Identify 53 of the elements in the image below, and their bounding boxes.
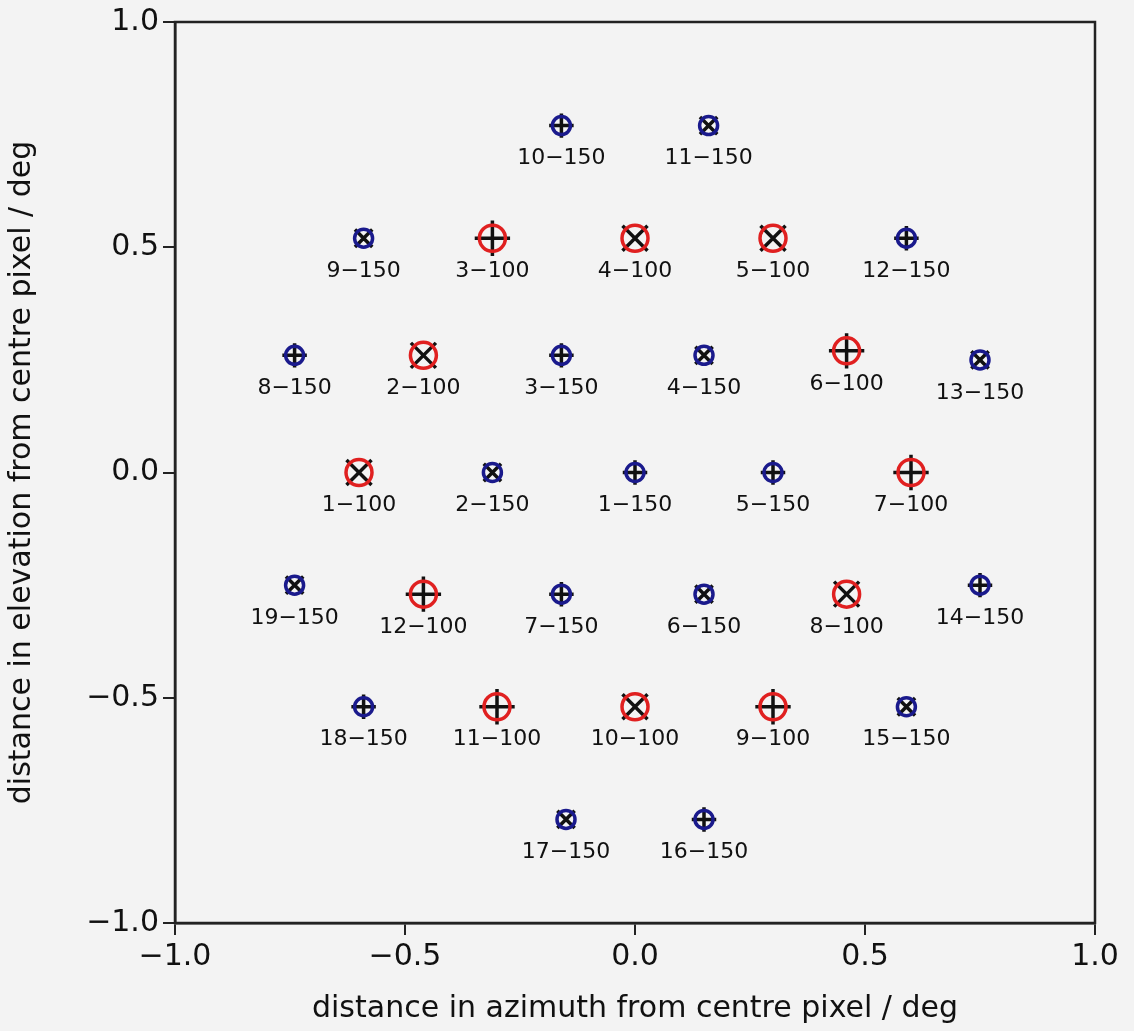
x-tick-label: 1.0	[1071, 936, 1119, 972]
annotation: 1−150	[597, 491, 673, 517]
annotation: 7−100	[873, 491, 949, 517]
x-tick-label: 0.5	[841, 936, 889, 972]
annotation: 5−100	[735, 256, 811, 282]
annotation: 14−150	[935, 603, 1025, 629]
y-tick-label: 0.0	[111, 452, 159, 488]
annotation: 11−150	[664, 144, 753, 170]
y-tick-label: −0.5	[86, 677, 159, 713]
annotation: 12−150	[862, 256, 951, 282]
point	[477, 223, 508, 253]
annotation: 7−150	[524, 612, 599, 638]
annotation: 18−150	[319, 725, 408, 751]
annotation: 9−100	[735, 725, 811, 751]
annotation: 3−150	[524, 374, 599, 400]
point	[482, 692, 512, 722]
annotation: 10−150	[517, 144, 606, 170]
annotation: 4−150	[666, 374, 742, 400]
annotation: 9−150	[326, 256, 401, 282]
annotation: 4−100	[597, 256, 673, 282]
y-tick-label: −1.0	[86, 902, 159, 938]
point	[896, 457, 926, 488]
annotation: 3−100	[455, 256, 530, 282]
annotation: 1−100	[321, 491, 397, 517]
point	[550, 583, 573, 605]
x-tick-label: 0.0	[611, 936, 659, 972]
annotation: 19−150	[250, 603, 339, 629]
y-tick-label: 1.0	[111, 1, 159, 37]
annotation: 13−150	[935, 378, 1025, 404]
annotation: 11−100	[452, 725, 542, 751]
annotation: 6−150	[666, 612, 742, 638]
x-tick-label: −1.0	[138, 936, 212, 972]
x-axis-title: distance in azimuth from centre pixel / deg	[311, 988, 959, 1024]
point	[408, 579, 439, 609]
annotation: 5−150	[735, 491, 811, 517]
annotation: 2−150	[455, 491, 530, 517]
y-tick-label: 0.5	[111, 227, 159, 263]
annotation: 2−100	[386, 374, 461, 400]
annotation: 8−100	[809, 612, 884, 638]
x-tick-label: −0.5	[368, 936, 442, 972]
annotation: 10−100	[590, 725, 680, 751]
point	[758, 692, 788, 722]
annotation: 8−150	[257, 374, 332, 400]
point	[831, 336, 862, 366]
annotation: 17−150	[521, 838, 611, 864]
point	[352, 696, 375, 718]
annotation: 15−150	[862, 725, 951, 751]
annotation: 12−100	[379, 612, 468, 638]
annotation: 16−150	[659, 838, 749, 864]
point	[969, 574, 991, 596]
annotation: 6−100	[809, 369, 884, 395]
point	[895, 227, 918, 249]
y-axis-title: distance in elevation from centre pixel / deg	[1, 140, 37, 805]
